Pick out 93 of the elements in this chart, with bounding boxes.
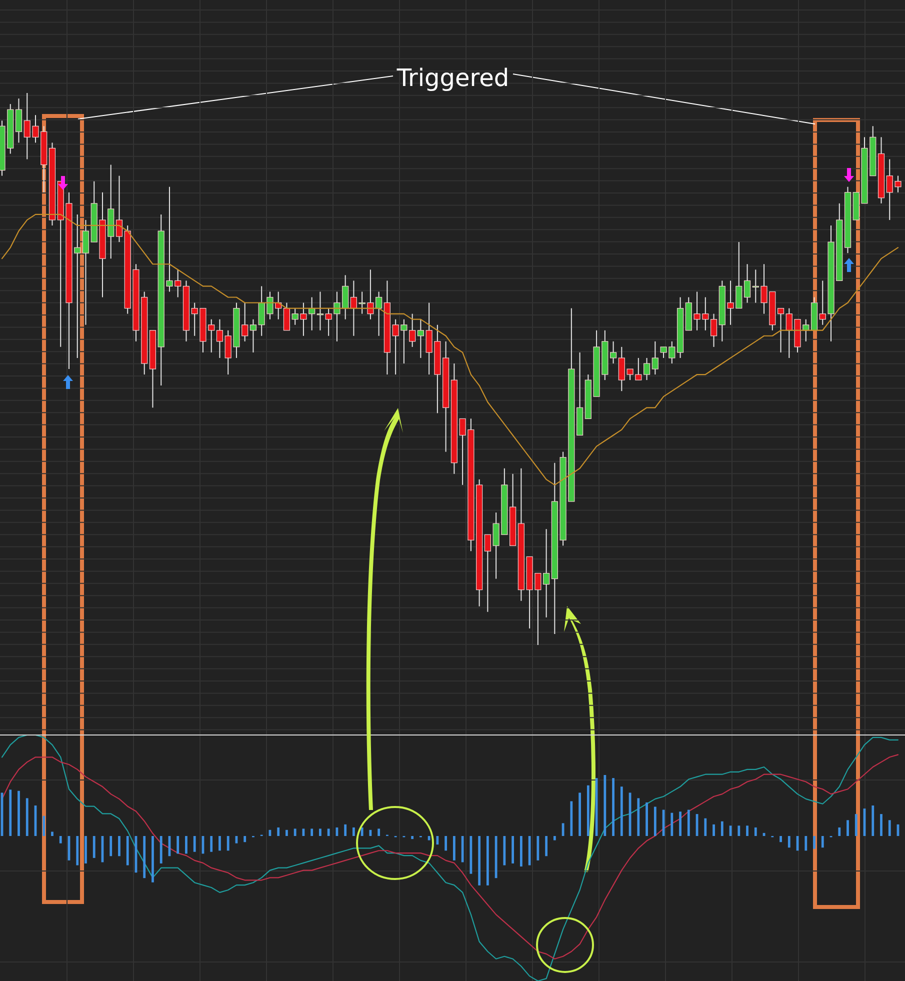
bar: [218, 836, 221, 851]
bar: [804, 836, 808, 851]
bar: [738, 826, 740, 836]
bar: [18, 790, 20, 836]
bar: [143, 836, 146, 878]
bar: [378, 828, 380, 836]
bar: [226, 836, 230, 851]
bar: [486, 836, 489, 886]
bar: [586, 785, 590, 836]
bar: [84, 836, 87, 864]
bar: [846, 820, 849, 836]
bar: [578, 792, 581, 836]
bar: [780, 836, 782, 842]
bar: [754, 827, 757, 836]
bar: [888, 820, 891, 836]
bar: [604, 775, 606, 836]
bar: [813, 836, 816, 849]
candlestick: [652, 340, 658, 376]
candlestick: [283, 302, 290, 331]
bar: [854, 814, 858, 836]
bar: [545, 836, 548, 856]
bar: [185, 836, 188, 854]
bar: [712, 824, 715, 836]
bar: [478, 836, 481, 886]
bar: [428, 836, 430, 840]
bar: [42, 816, 46, 836]
bar: [838, 827, 841, 836]
bar: [92, 836, 96, 858]
bar: [880, 814, 882, 836]
bar: [670, 812, 674, 836]
bar: [704, 818, 707, 836]
bar: [277, 827, 280, 836]
bar: [746, 826, 748, 836]
candlestick: [316, 291, 324, 331]
bar: [444, 836, 448, 851]
bar: [310, 828, 314, 836]
candlestick: [250, 318, 257, 353]
text: Triggered: [396, 64, 510, 92]
candlestick: [216, 318, 224, 358]
bar: [470, 836, 472, 874]
bar: [76, 836, 79, 866]
bar: [294, 828, 296, 836]
bar: [461, 836, 464, 862]
bar: [679, 812, 682, 836]
bar: [369, 830, 372, 836]
bar: [536, 836, 540, 860]
bar: [51, 832, 54, 836]
candlestick: [610, 340, 617, 364]
bar: [193, 836, 196, 852]
bar: [110, 836, 112, 856]
bar: [152, 836, 154, 882]
bar: [411, 836, 414, 840]
bar: [126, 836, 129, 866]
candlestick: [777, 308, 784, 353]
bar: [360, 827, 364, 836]
candlestick: [744, 264, 751, 304]
candlestick: [643, 357, 650, 381]
bar: [327, 828, 330, 836]
bar: [452, 836, 456, 860]
bar: [26, 798, 28, 836]
bar: [821, 836, 824, 848]
candlestick: [710, 313, 718, 348]
bar: [118, 836, 120, 856]
bar: [520, 836, 522, 866]
bar: [160, 836, 162, 864]
candlestick: [116, 175, 123, 243]
bar: [494, 836, 498, 878]
bar: [512, 836, 514, 864]
bar: [720, 821, 724, 836]
candlestick: [82, 219, 90, 326]
bar: [286, 830, 288, 836]
bar: [612, 778, 614, 836]
bar: [344, 824, 347, 836]
bar: [872, 806, 874, 836]
bar: [319, 828, 322, 836]
bar: [244, 836, 246, 842]
bar: [352, 827, 355, 836]
bar: [788, 836, 790, 848]
bar: [637, 798, 640, 836]
bar: [9, 790, 12, 836]
bar: [210, 836, 213, 852]
bar: [503, 836, 506, 866]
bar: [646, 802, 648, 836]
bar: [570, 801, 573, 836]
candlestick: [15, 98, 22, 144]
bar: [436, 836, 439, 845]
bar: [528, 836, 531, 866]
bar: [687, 810, 690, 836]
bar: [654, 806, 656, 836]
bar: [620, 786, 623, 836]
bar: [176, 836, 180, 854]
bar: [59, 836, 62, 844]
bar: [553, 836, 556, 840]
